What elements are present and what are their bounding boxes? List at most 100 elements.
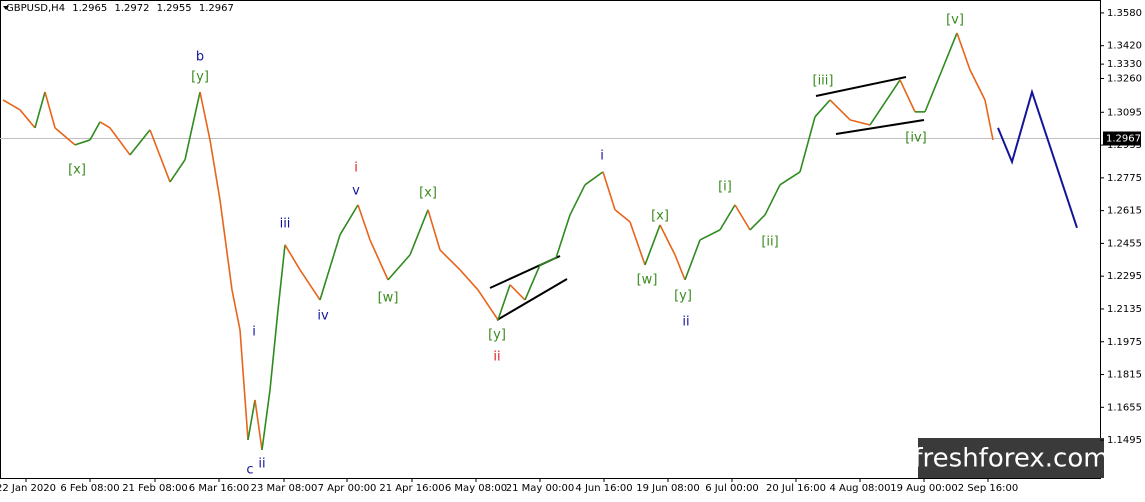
high: 1.2972	[114, 3, 150, 14]
y-tick-label: 1.1655	[1107, 402, 1142, 413]
x-tick-label: 6 May 08:00	[445, 483, 507, 494]
price-segment	[734, 204, 751, 231]
x-tick-label: 4 Jun 16:00	[575, 483, 632, 494]
wave-label: b	[196, 50, 204, 65]
x-tick-label: 21 Apr 16:00	[379, 483, 444, 494]
channel-line	[496, 278, 568, 321]
close: 1.2967	[198, 3, 234, 14]
wave-label: iii	[280, 217, 291, 232]
price-segment	[277, 244, 286, 311]
y-tick-label: 1.1975	[1107, 337, 1142, 348]
price-segment	[254, 399, 263, 451]
wave-label: [iv]	[905, 131, 926, 146]
price-segment	[247, 399, 256, 441]
wave-label: [w]	[637, 273, 658, 288]
price-segment	[219, 199, 233, 291]
price-segment	[231, 289, 241, 331]
x-tick-label: 19 Jun 08:00	[636, 483, 700, 494]
price-segment	[99, 121, 111, 129]
channel-line	[815, 76, 907, 97]
wave-label: iv	[317, 309, 329, 324]
watermark: freshforex.com	[913, 444, 1108, 474]
wave-label: [i]	[718, 180, 732, 195]
price-segment	[357, 204, 371, 241]
price-segment	[184, 91, 201, 160]
y-tick-label: 1.2935	[1107, 140, 1142, 151]
price-segment	[584, 171, 604, 186]
price-segment	[149, 129, 171, 183]
price-segment	[524, 264, 541, 301]
price-segment	[19, 109, 36, 129]
y-tick-label: 1.3095	[1107, 107, 1142, 118]
wave-label: [ii]	[761, 235, 778, 250]
wave-label: [x]	[651, 209, 669, 224]
price-segment	[614, 209, 631, 223]
price-segment	[459, 269, 479, 291]
wave-label: i	[600, 149, 604, 164]
price-segment	[924, 74, 941, 113]
price-segment	[984, 99, 994, 141]
price-segment	[209, 139, 221, 201]
symbol: GBPUSD,H4	[6, 3, 66, 14]
y-tick-label: 1.3580	[1107, 8, 1142, 19]
price-segment	[539, 257, 557, 266]
x-tick-label: 20 Jul 16:00	[766, 483, 826, 494]
price-segment	[749, 214, 766, 231]
price-segment	[427, 209, 441, 251]
price-segment	[509, 284, 526, 301]
plot-frame	[0, 0, 1101, 479]
price-segment	[764, 184, 781, 216]
price-segment	[674, 254, 686, 281]
x-tick-label: 6 Feb 08:00	[60, 483, 119, 494]
y-tick-label: 1.1815	[1107, 370, 1142, 381]
channel-line	[835, 119, 925, 135]
wave-label: v	[352, 184, 360, 199]
y-tick-label: 1.2135	[1107, 304, 1142, 315]
price-segment	[239, 329, 249, 440]
wave-label: i	[252, 325, 256, 340]
wave-label: ii	[682, 315, 689, 330]
y-tick-label: 1.2455	[1107, 238, 1142, 249]
wave-label: ii	[258, 457, 265, 472]
wave-label: c	[246, 463, 253, 478]
price-segment	[74, 139, 91, 146]
y-tick-label: 1.1495	[1107, 435, 1142, 446]
x-tick-label: 6 Jul 00:00	[705, 483, 759, 494]
price-segment	[129, 129, 151, 156]
wave-label: [v]	[946, 13, 964, 28]
wave-label: [iii]	[813, 74, 834, 89]
wave-label: [y]	[191, 70, 209, 85]
price-segment	[699, 229, 721, 241]
price-segment	[602, 171, 616, 211]
open: 1.2965	[72, 3, 108, 14]
price-segment	[956, 32, 971, 71]
current-price-box	[1103, 131, 1141, 146]
current-price-label: 1.2967	[1106, 134, 1141, 145]
watermark-box	[918, 438, 1104, 478]
wave-label: [y]	[488, 328, 506, 343]
low: 1.2955	[156, 3, 192, 14]
price-segment	[644, 224, 661, 266]
wave-label: [w]	[378, 291, 399, 306]
price-segment	[799, 116, 816, 173]
y-tick-label: 1.2295	[1107, 271, 1142, 282]
x-tick-label: 21 May 00:00	[506, 483, 575, 494]
price-segment	[629, 221, 646, 266]
price-segment	[555, 214, 571, 259]
price-segment	[899, 79, 916, 113]
price-segment	[369, 239, 389, 281]
price-segment	[477, 289, 499, 321]
price-segment	[969, 69, 986, 101]
price-segment	[339, 204, 359, 236]
x-tick-label: 7 Apr 00:00	[318, 483, 377, 494]
price-segment	[439, 249, 461, 271]
menu-icon	[3, 6, 9, 10]
x-tick-label: 6 Mar 16:00	[189, 483, 249, 494]
x-tick-label: 23 Mar 08:00	[251, 483, 318, 494]
price-segment	[939, 32, 958, 76]
x-tick-label: 19 Aug 00:00	[890, 483, 957, 494]
y-tick-label: 1.2775	[1107, 173, 1142, 184]
price-segment	[569, 184, 586, 216]
price-segment	[849, 119, 871, 126]
price-segment	[659, 224, 676, 256]
